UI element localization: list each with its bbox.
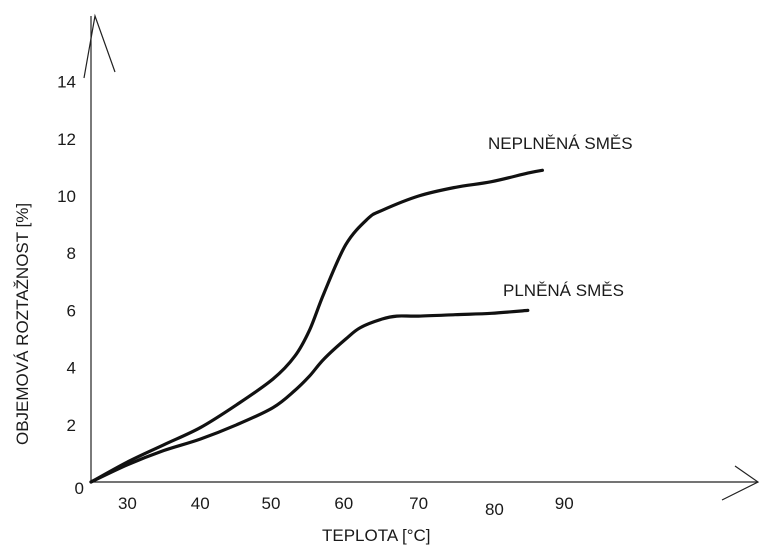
x-tick-labels: 30 40 50 60 70 80 90 bbox=[118, 494, 574, 519]
y-axis-title: OBJEMOVÁ ROZTAŽNOST [%] bbox=[13, 203, 32, 445]
x-tick-label: 40 bbox=[191, 494, 210, 513]
y-tick-labels: 0 2 4 6 8 10 12 14 bbox=[57, 73, 84, 498]
y-axis-arrow bbox=[83, 13, 116, 79]
y-tick-label: 8 bbox=[67, 244, 76, 263]
x-tick-label: 70 bbox=[409, 494, 428, 513]
y-tick-label: 12 bbox=[57, 130, 76, 149]
axes bbox=[83, 13, 760, 501]
series-label-plnena: PLNĚNÁ SMĚS bbox=[503, 281, 624, 300]
x-axis-title: TEPLOTA [°C] bbox=[322, 526, 431, 545]
series-curves bbox=[89, 168, 544, 484]
x-axis-arrow bbox=[721, 465, 760, 501]
y-tick-label: 4 bbox=[67, 359, 76, 378]
y-tick-label: 0 bbox=[75, 479, 84, 498]
y-tick-label: 14 bbox=[57, 73, 76, 92]
x-tick-label: 80 bbox=[485, 500, 504, 519]
series-label-nepnena: NEPLNĚNÁ SMĚS bbox=[488, 134, 633, 153]
curve-neplnena-smes bbox=[89, 168, 544, 484]
y-tick-label: 2 bbox=[67, 416, 76, 435]
x-tick-label: 30 bbox=[118, 494, 137, 513]
y-tick-label: 10 bbox=[57, 187, 76, 206]
x-tick-label: 60 bbox=[334, 494, 353, 513]
y-tick-label: 6 bbox=[67, 301, 76, 320]
curve-plnena-smes bbox=[89, 308, 530, 484]
x-tick-label: 50 bbox=[262, 494, 281, 513]
x-tick-label: 90 bbox=[555, 494, 574, 513]
